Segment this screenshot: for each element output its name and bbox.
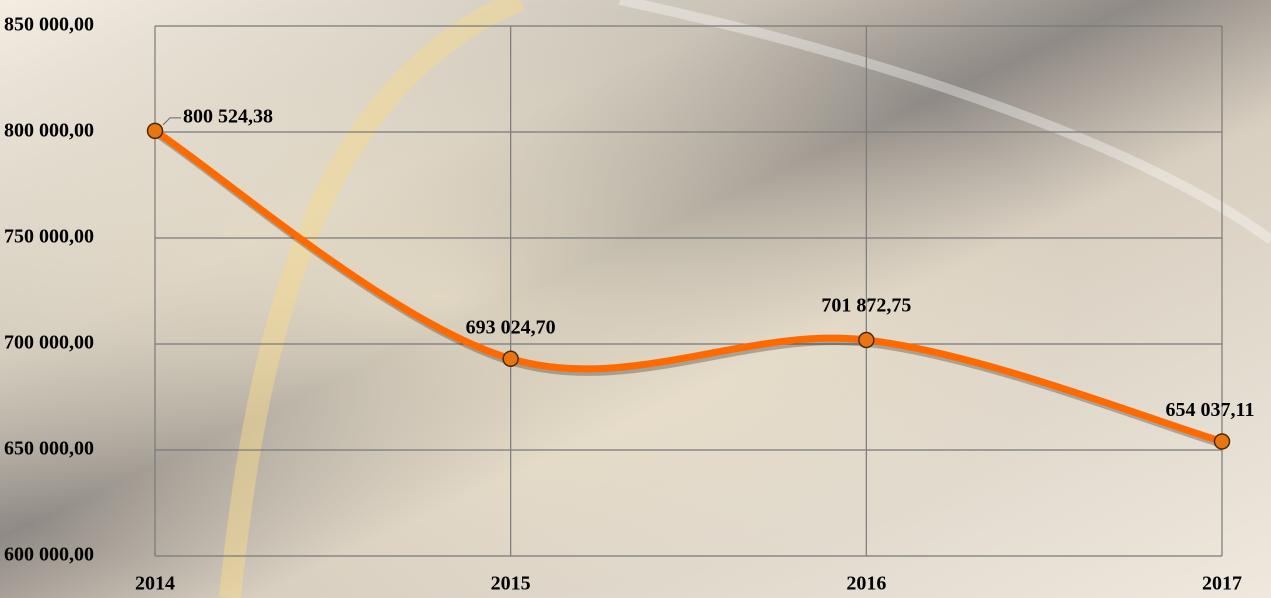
y-tick-label: 850 000,00 [4,14,94,36]
data-label: 800 524,38 [183,105,273,127]
x-tick-label: 2017 [1202,573,1242,595]
y-tick-label: 650 000,00 [4,438,94,460]
background-glow [0,0,1271,598]
data-label: 693 024,70 [466,316,556,338]
data-label: 654 037,11 [1166,399,1255,421]
y-tick-label: 700 000,00 [4,332,94,354]
marker [148,123,163,138]
marker [859,333,874,348]
y-tick-label: 800 000,00 [4,120,94,142]
marker [503,351,518,366]
data-label: 701 872,75 [821,295,911,317]
x-tick-label: 2015 [491,573,531,595]
y-tick-label: 600 000,00 [4,544,94,566]
x-tick-label: 2016 [846,573,886,595]
y-tick-label: 750 000,00 [4,226,94,248]
chart: 600 000,00 650 000,00 700 000,00 750 000,00… [0,0,1271,598]
marker [1215,434,1230,449]
x-tick-label: 2014 [135,573,175,595]
